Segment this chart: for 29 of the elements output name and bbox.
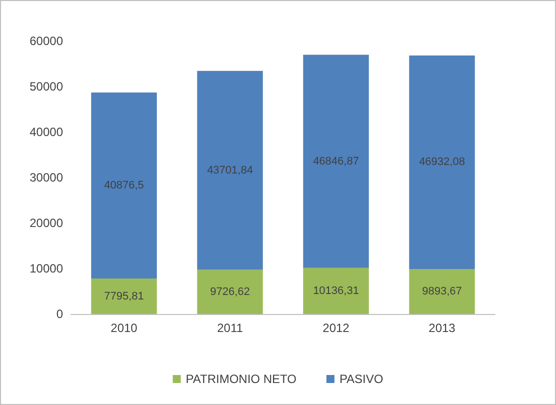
y-tick-label: 10000 [30,262,64,276]
x-tick-label: 2011 [217,321,244,335]
bar [303,54,369,268]
y-tick-label: 30000 [30,170,64,184]
bar [303,268,369,314]
x-tick-label: 2013 [428,321,456,335]
bar [91,92,157,279]
data-label: 43701,84 [207,164,253,176]
y-tick-label: 60000 [30,34,64,48]
bar [91,278,157,314]
data-label: 7795,81 [104,290,144,302]
y-tick-label: 50000 [30,80,64,94]
legend-label: PATRIMONIO NETO [186,372,296,386]
x-tick-label: 2010 [110,321,138,335]
bar [197,270,263,314]
y-tick-label: 0 [56,307,64,321]
data-label: 10136,31 [313,284,359,297]
bar [197,70,263,270]
y-tick-label: 20000 [30,216,64,230]
x-tick-label: 2012 [322,321,350,335]
y-tick-label: 40000 [30,125,64,139]
data-label: 9726,62 [210,286,250,298]
bar [409,268,475,314]
legend-label: PASIVO [339,372,384,386]
data-label: 9893,67 [422,285,462,298]
data-label: 40876,5 [104,180,144,192]
bar [409,55,475,269]
data-label: 46932,08 [419,156,465,168]
data-label: 46846,87 [313,155,359,168]
